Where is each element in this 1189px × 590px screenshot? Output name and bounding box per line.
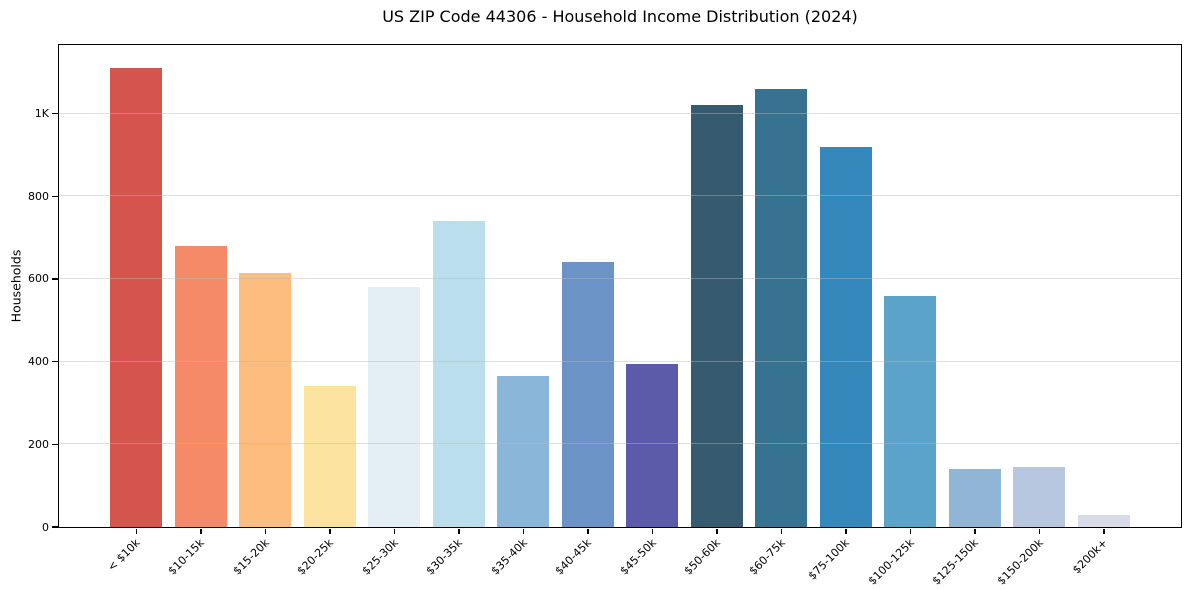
bar-column xyxy=(427,45,492,527)
bar-$50-60k xyxy=(690,105,743,527)
x-tick-label: $45-50k xyxy=(617,536,659,578)
bar-$35-40k xyxy=(497,376,550,527)
bar-column xyxy=(878,45,943,527)
x-tick-mark xyxy=(135,528,137,534)
x-tick-mark xyxy=(200,528,202,534)
bar-$20-25k xyxy=(303,386,356,527)
x-tick-label: $50-60k xyxy=(681,536,724,578)
x-tick-mark xyxy=(329,528,331,534)
x-tick-mark xyxy=(651,528,653,534)
y-tick-label: 200 xyxy=(28,437,49,451)
bar-$45-50k xyxy=(626,363,679,527)
bar-column xyxy=(104,45,169,527)
x-tick-label: $15-20k xyxy=(230,536,272,578)
x-tick-mark xyxy=(264,528,266,534)
x-tick-mark xyxy=(845,528,847,534)
bar-$150-200k xyxy=(1013,467,1066,527)
gridline xyxy=(59,443,1181,445)
y-tick-mark xyxy=(52,526,58,528)
y-axis-label: Households xyxy=(8,249,24,323)
bar-< $10k xyxy=(110,68,163,527)
x-tick-mark xyxy=(1038,528,1040,534)
x-tick-label: $60-75k xyxy=(746,536,788,578)
chart-title: US ZIP Code 44306 - Household Income Dis… xyxy=(382,7,858,26)
x-tick-label: $30-35k xyxy=(423,536,466,578)
y-tick-mark xyxy=(52,360,58,363)
x-tick-mark xyxy=(1103,528,1105,534)
bar-$100-125k xyxy=(884,295,937,527)
bar-$10-15k xyxy=(174,245,227,527)
x-tick-label: $125-150k xyxy=(930,536,982,588)
bar-column xyxy=(749,45,814,527)
y-tick-label: 400 xyxy=(28,355,49,369)
bar-$40-45k xyxy=(561,262,614,527)
y-tick-label: 1K xyxy=(34,107,49,121)
gridline xyxy=(59,277,1181,279)
y-tick-mark xyxy=(52,112,58,115)
x-tick-label: $20-25k xyxy=(294,536,337,578)
bars-layer xyxy=(59,45,1181,527)
bar-$125-150k xyxy=(948,469,1001,527)
plot-area: 0 200 400 600 800 1K < $10k $10-15k $15-20k $20-… xyxy=(28,44,1182,587)
bar-$75-100k xyxy=(819,146,872,527)
bar-column xyxy=(1072,45,1137,527)
x-tick-mark xyxy=(458,528,460,534)
bar-$15-20k xyxy=(239,272,292,527)
bar-$60-75k xyxy=(755,88,808,527)
x-tick-mark xyxy=(393,528,395,534)
y-tick-mark xyxy=(52,443,58,446)
x-tick-mark xyxy=(716,528,718,534)
x-tick-label: $150-200k xyxy=(994,536,1046,588)
gridline xyxy=(59,112,1181,114)
x-tick-mark xyxy=(587,528,589,534)
x-tick-mark xyxy=(780,528,782,534)
x-tick-label: $200k+ xyxy=(1070,536,1111,577)
bar-column xyxy=(556,45,621,527)
x-tick-label: $40-45k xyxy=(552,536,595,578)
bar-$200k+ xyxy=(1077,514,1130,527)
bar-column xyxy=(298,45,363,527)
y-tick-label: 600 xyxy=(28,272,49,286)
bar-$25-30k xyxy=(368,287,421,527)
y-tick-mark xyxy=(52,278,58,280)
y-tick-mark xyxy=(52,195,58,198)
gridline xyxy=(59,195,1181,197)
bar-column xyxy=(685,45,750,527)
x-tick-label: $100-125k xyxy=(865,536,917,588)
x-tick-label: $75-100k xyxy=(806,536,853,583)
bar-column xyxy=(814,45,879,527)
x-tick-label: $25-30k xyxy=(359,536,401,578)
bar-column xyxy=(1007,45,1072,527)
x-tick-mark xyxy=(522,528,524,534)
y-tick-label: 800 xyxy=(28,189,49,203)
x-tick-label: $10-15k xyxy=(165,536,208,578)
bar-column xyxy=(491,45,556,527)
gridline xyxy=(59,360,1181,362)
x-tick-mark xyxy=(909,528,911,534)
x-tick-mark xyxy=(974,528,976,534)
bar-column xyxy=(169,45,234,527)
bar-column xyxy=(233,45,298,527)
bar-column xyxy=(620,45,685,527)
bar-column xyxy=(943,45,1008,527)
y-tick-label: 0 xyxy=(42,520,49,534)
x-tick-label: < $10k xyxy=(105,536,143,574)
bar-column xyxy=(362,45,427,527)
bar-$30-35k xyxy=(432,221,485,527)
x-tick-label: $35-40k xyxy=(488,536,530,578)
